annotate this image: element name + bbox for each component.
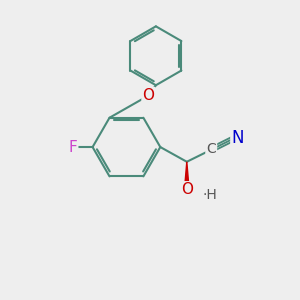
Text: C: C — [206, 142, 216, 156]
Text: F: F — [68, 140, 77, 154]
Text: N: N — [232, 129, 244, 147]
Text: O: O — [181, 182, 193, 197]
Text: O: O — [142, 88, 154, 103]
Polygon shape — [184, 162, 189, 190]
Text: ·H: ·H — [202, 188, 217, 202]
